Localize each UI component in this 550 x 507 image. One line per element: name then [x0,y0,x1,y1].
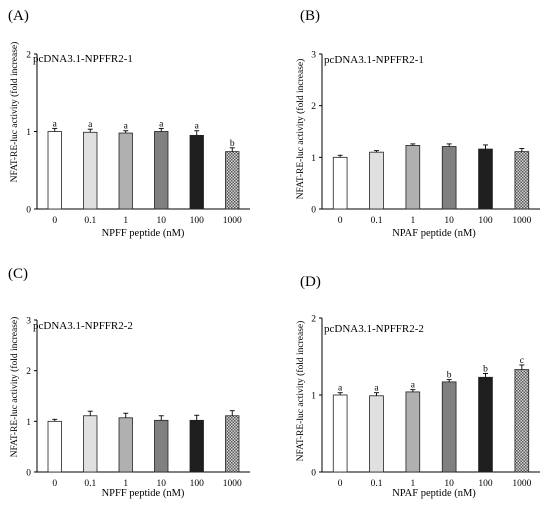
y-tick-label: 0 [311,206,316,216]
x-tick-label: 100 [190,216,205,226]
bar-1 [405,391,421,473]
y-tick-label: 2 [311,102,316,112]
x-tick-label: 0 [338,216,343,226]
panel-d: (D) NFAT-RE-luc activity (fold increase)… [295,274,540,499]
x-tick-label: 0.1 [371,216,383,226]
x-tick-label: 0 [52,479,57,489]
y-tick-label: 3 [26,317,31,327]
y-tick-label: 0 [26,469,31,479]
y-tick-label: 2 [311,315,316,325]
bar-10 [441,381,457,473]
significance-letter: b [447,371,452,381]
bar-100 [478,376,493,473]
significance-letter: b [483,364,488,374]
bar-1000 [225,415,240,473]
significance-letter: a [411,381,416,391]
x-tick-label: 10 [157,479,167,489]
panel-annotation: pcDNA3.1-NPFFR2-2 [324,323,424,335]
panel-annotation: pcDNA3.1-NPFFR2-1 [33,53,133,65]
significance-letter: a [338,384,343,394]
significance-letter: a [53,119,58,129]
x-tick-label: 0.1 [84,216,96,226]
bar-10 [154,419,169,473]
bar-0.1 [83,415,98,473]
bar-0.1 [83,131,98,210]
bar-10 [154,131,169,210]
x-tick-label: 1 [410,216,415,226]
x-axis-label: NPAF peptide (nM) [392,488,476,499]
significance-letter: a [88,120,93,130]
panel-a: (A) NFAT-RE-luc activity (fold increase)… [8,8,250,239]
x-tick-label: 0.1 [371,479,383,489]
y-tick-label: 1 [311,154,316,164]
bar-1 [118,132,133,210]
bar-1000 [225,151,240,210]
significance-letter: a [374,384,379,394]
y-tick-label: 1 [26,418,31,428]
bar-1000 [514,151,530,210]
x-tick-label: 100 [190,479,205,489]
bar-0.1 [369,395,384,473]
plot-area-c: 0 1 2 3 0 0.1 1 10 100 1000 [26,317,250,489]
x-tick-label: 1 [123,216,128,226]
y-axis-label: NFAT-RE-luc activity (fold increase) [9,42,20,183]
bar-10 [441,146,457,210]
x-tick-label: 1 [410,479,415,489]
x-tick-label: 0 [52,216,57,226]
panel-label: (C) [8,266,28,282]
bar-1 [118,417,133,473]
panel-annotation: pcDNA3.1-NPFFR2-1 [324,54,424,66]
panel-label: (D) [300,274,321,290]
plot-area-a: 0 1 2 a 0 a 0.1 a 1 a 10 a 100 b 1000 [26,51,250,226]
y-tick-label: 2 [26,367,31,377]
y-tick-label: 2 [26,51,31,61]
x-tick-label: 10 [444,479,454,489]
y-tick-label: 1 [26,128,31,138]
y-tick-label: 0 [26,206,31,216]
x-tick-label: 100 [478,479,493,489]
significance-letter: a [159,119,164,129]
y-tick-label: 3 [311,51,316,61]
panel-label: (A) [8,8,29,24]
significance-letter: a [124,122,129,132]
bar-0.1 [369,151,384,210]
panel-b: (B) NFAT-RE-luc activity (fold increase)… [295,8,540,239]
plot-area-b: 0 1 2 3 0 0.1 1 10 100 1000 [311,51,540,226]
y-axis-label: NFAT-RE-luc activity (fold increase) [9,317,20,458]
y-tick-label: 1 [311,392,316,402]
y-axis-label: NFAT-RE-luc activity (fold increase) [295,321,306,462]
bar-0 [332,394,348,473]
y-tick-label: 0 [311,469,316,479]
panel-annotation: pcDNA3.1-NPFFR2-2 [33,320,133,332]
bar-0 [47,131,62,210]
x-tick-label: 1 [123,479,128,489]
y-axis-label: NFAT-RE-luc activity (fold increase) [295,59,306,200]
panel-c: (C) NFAT-RE-luc activity (fold increase)… [8,266,250,499]
x-axis-label: NPFF peptide (nM) [102,488,185,499]
x-tick-label: 1000 [223,479,242,489]
bar-100 [189,419,204,473]
bar-1 [405,145,421,210]
plot-area-d: 0 1 2 a 0 a 0.1 a 1 b 10 b 100 c 1000 [311,315,540,489]
x-tick-label: 0 [338,479,343,489]
x-axis-label: NPAF peptide (nM) [392,228,476,239]
significance-letter: c [520,356,524,366]
bar-100 [478,148,493,210]
bar-1000 [514,369,530,473]
panel-label: (B) [300,8,320,24]
x-tick-label: 10 [444,216,454,226]
x-tick-label: 100 [478,216,493,226]
bar-0 [332,156,348,210]
x-tick-label: 10 [157,216,167,226]
x-tick-label: 1000 [223,216,242,226]
significance-letter: b [230,139,235,149]
x-tick-label: 1000 [512,216,531,226]
x-axis-label: NPFF peptide (nM) [102,228,185,239]
x-tick-label: 0.1 [84,479,96,489]
significance-letter: a [195,122,200,132]
x-tick-label: 1000 [512,479,531,489]
bar-0 [47,420,62,473]
bar-100 [189,134,204,210]
